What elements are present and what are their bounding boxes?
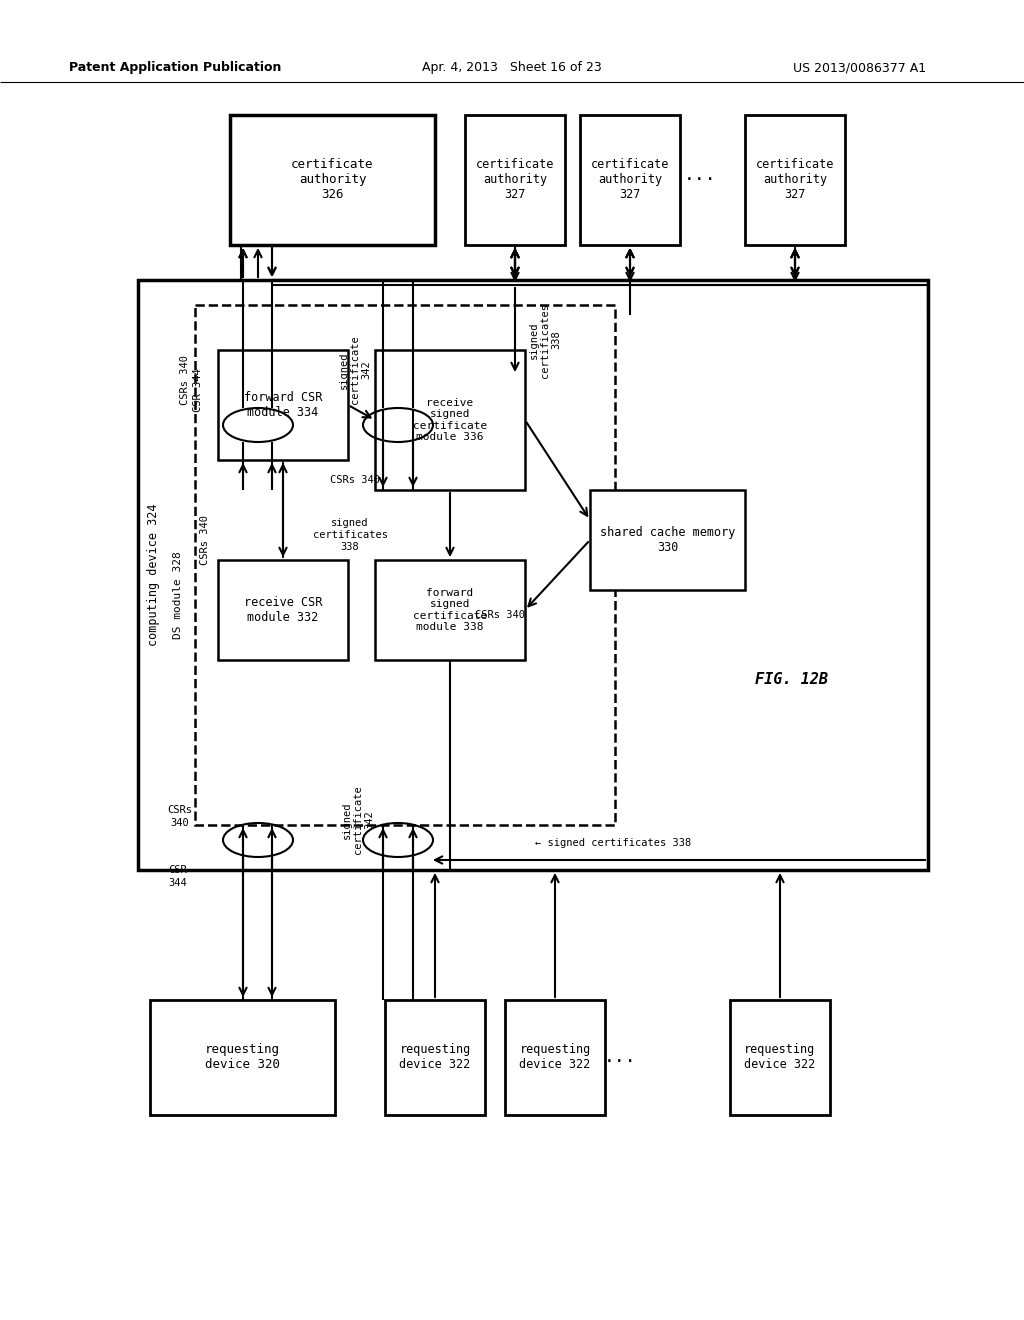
Bar <box>375 350 525 490</box>
Text: certificate
authority
327: certificate authority 327 <box>756 158 835 202</box>
Text: US 2013/0086377 A1: US 2013/0086377 A1 <box>794 62 927 74</box>
Bar <box>385 1001 485 1115</box>
Bar <box>745 115 845 246</box>
Text: requesting
device 322: requesting device 322 <box>399 1044 471 1072</box>
Bar <box>580 115 680 246</box>
Text: forward
signed
certificate
module 338: forward signed certificate module 338 <box>413 587 487 632</box>
Text: requesting
device 322: requesting device 322 <box>519 1044 591 1072</box>
Text: certificate
authority
326: certificate authority 326 <box>291 158 374 202</box>
Bar <box>505 1001 605 1115</box>
Text: CSRs 340: CSRs 340 <box>475 610 525 620</box>
Bar <box>218 560 348 660</box>
Bar <box>218 350 348 459</box>
Text: signed
certificate
342: signed certificate 342 <box>341 785 375 854</box>
Text: FIG. 12B: FIG. 12B <box>755 672 828 688</box>
Bar <box>195 305 615 825</box>
Text: receive
signed
certificate
module 336: receive signed certificate module 336 <box>413 397 487 442</box>
Text: receive CSR
module 332: receive CSR module 332 <box>244 597 323 624</box>
Text: ← signed certificates 338: ← signed certificates 338 <box>535 838 691 847</box>
Text: CSRs 340: CSRs 340 <box>180 355 190 405</box>
Text: signed
certificates
338: signed certificates 338 <box>312 519 387 552</box>
Text: forward CSR
module 334: forward CSR module 334 <box>244 391 323 418</box>
Text: CSR 344: CSR 344 <box>193 368 203 412</box>
Text: signed
certificates
338: signed certificates 338 <box>528 302 561 378</box>
Text: CSRs 340: CSRs 340 <box>200 515 210 565</box>
Text: DS module 328: DS module 328 <box>173 552 183 639</box>
Bar <box>138 280 928 870</box>
Bar <box>230 115 435 246</box>
Text: 340: 340 <box>171 818 189 828</box>
Bar <box>465 115 565 246</box>
Text: Patent Application Publication: Patent Application Publication <box>69 62 282 74</box>
Text: CSR: CSR <box>169 865 187 875</box>
Bar <box>590 490 745 590</box>
Text: signed
certificate
342: signed certificate 342 <box>338 335 372 404</box>
Bar <box>150 1001 335 1115</box>
Text: certificate
authority
327: certificate authority 327 <box>476 158 554 202</box>
Text: ...: ... <box>684 166 717 183</box>
Bar <box>730 1001 830 1115</box>
Text: requesting
device 322: requesting device 322 <box>744 1044 816 1072</box>
Text: CSRs: CSRs <box>168 805 193 814</box>
Text: requesting
device 320: requesting device 320 <box>205 1044 280 1072</box>
Text: Apr. 4, 2013   Sheet 16 of 23: Apr. 4, 2013 Sheet 16 of 23 <box>422 62 602 74</box>
Text: CSRs 340: CSRs 340 <box>330 475 380 484</box>
Text: shared cache memory
330: shared cache memory 330 <box>600 525 735 554</box>
Text: certificate
authority
327: certificate authority 327 <box>591 158 670 202</box>
Text: 344: 344 <box>169 878 187 888</box>
Bar <box>375 560 525 660</box>
Text: ...: ... <box>604 1048 636 1067</box>
Text: computing device 324: computing device 324 <box>146 504 160 647</box>
